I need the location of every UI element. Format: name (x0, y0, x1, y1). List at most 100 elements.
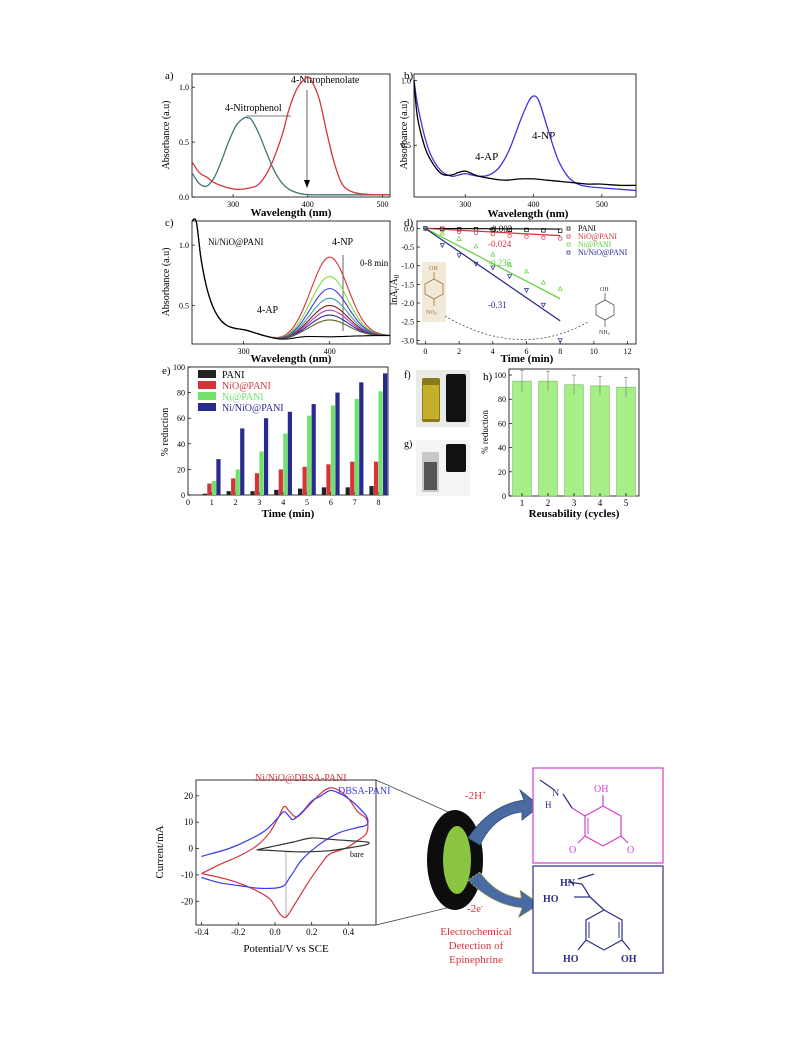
panel-h-ytick-label: 100 (494, 371, 506, 380)
panel-h-ytick-label: 20 (498, 468, 506, 477)
panel-d-point (456, 229, 462, 234)
panel-d-point (541, 235, 546, 240)
panel-e-bar (307, 415, 312, 495)
panel-d-legend-label: PANI (578, 224, 596, 233)
panel-d-point (558, 236, 563, 241)
panel-e-bar (235, 469, 240, 495)
panel-e-bar (345, 487, 350, 495)
panel-e-legend-label: NiO@PANI (222, 381, 271, 392)
svg-text:NH2: NH2 (599, 330, 610, 336)
panel-e-legend-label: Ni/NiO@PANI (222, 403, 284, 414)
panel-d-point (440, 228, 445, 233)
panel-h-xtick-label: 5 (624, 498, 629, 508)
panel-a-label: a) (165, 70, 174, 82)
panel-g-label: g) (404, 439, 412, 450)
panel-e-bar (330, 405, 336, 495)
cv-ytick-label: 0 (189, 844, 194, 854)
svg-text:OH: OH (429, 266, 438, 272)
panel-b-xtick-label: 300 (459, 200, 471, 209)
panel-d-label: d) (404, 217, 414, 229)
panel-d-point (439, 230, 445, 236)
panel-h-ylabel: % reduction (480, 410, 490, 454)
panel-e-bar (216, 459, 221, 495)
panel-c-xlabel: Wavelength (nm) (251, 353, 332, 365)
panel-e-bar (321, 487, 327, 495)
panel-d-ytick-label: -0.5 (401, 243, 414, 252)
panel-b-ytick-label: 1.0 (401, 76, 411, 85)
panel-c-label: c) (165, 217, 174, 229)
panel-f-label: f) (404, 370, 411, 381)
panel-e-xtick-label: 5 (305, 498, 309, 507)
panel-e-ytick-label: 60 (177, 414, 185, 423)
panel-d-fit-3 (425, 227, 561, 322)
panel-e-xtick-label: 4 (281, 498, 285, 507)
panel-d-slope-label: -0.024 (488, 239, 512, 249)
panel-a-series-1 (191, 76, 391, 196)
panel-d-ytick-label: -1.0 (401, 262, 414, 271)
panel-e-bar (383, 373, 388, 495)
photo-f (416, 370, 470, 427)
svg-text:HN: HN (560, 878, 576, 889)
panel-e-ytick-label: 100 (173, 363, 185, 372)
panel-h-xtick-label: 3 (572, 498, 577, 508)
panel-e-ytick-label: 20 (177, 465, 185, 474)
panel-d-point (490, 251, 496, 257)
annotation-arrowhead-a (304, 180, 310, 188)
cv-ytick-label: -20 (181, 896, 193, 906)
caption-line-2: Detection of (449, 940, 504, 952)
panel-d-point (490, 265, 496, 271)
zoom-line-top (375, 779, 456, 816)
panel-d-xtick-label: 10 (590, 347, 598, 356)
panel-h-xlabel: Reusability (cycles) (529, 508, 620, 520)
cv-ytick-label: 20 (184, 791, 194, 801)
panel-e-bar (254, 473, 260, 495)
panel-d-xtick-label: 4 (491, 347, 495, 356)
annotation-4-ap-b: 4-AP (475, 151, 498, 163)
panel-d-point (507, 227, 512, 233)
panel-e-legend-swatch (198, 392, 216, 400)
panel-e-bar (298, 488, 303, 495)
annotation-4-ap-c: 4-AP (257, 305, 279, 316)
cv-panel-frame (195, 779, 377, 926)
panel-d-point (439, 243, 445, 249)
panel-d-ytick-label: -2.0 (401, 299, 414, 308)
panel-e-bar (326, 464, 331, 495)
svg-text:O: O (569, 845, 576, 856)
electrode-illustration (427, 810, 483, 910)
panel-d-point (558, 228, 563, 233)
panel-e-bar (231, 478, 236, 495)
reaction-dotted-arrow (444, 315, 589, 340)
panel-e-xtick-label: 1 (210, 498, 214, 507)
label-minus-2h: -2H+ (465, 789, 486, 802)
panel-d-legend-marker (566, 250, 571, 255)
panel-b-series-1 (413, 80, 637, 187)
panel-e-bar (207, 483, 212, 495)
label-minus-2e: -2e- (467, 902, 484, 915)
epinephrine-structure: HN HO HO OH (532, 865, 664, 974)
panel-e-ylabel: % reduction (160, 408, 171, 457)
panel-h-ytick-label: 0 (502, 492, 506, 501)
panel-d-legend-marker (566, 242, 571, 247)
cv-series-0 (201, 787, 369, 919)
panel-d-point (490, 227, 495, 232)
panel-e-bar (302, 466, 307, 495)
panel-d-point (557, 285, 563, 291)
panel-d-point (523, 288, 530, 293)
panel-e-xtick-label: 7 (353, 498, 357, 507)
panel-e-bar (274, 489, 279, 495)
zoom-line-bottom (375, 905, 456, 926)
panel-b-xlabel: Wavelength (nm) (488, 208, 569, 220)
panel-e-bar (278, 469, 283, 495)
panel-e-xtick-label: 2 (234, 498, 238, 507)
panel-d-point (540, 302, 546, 308)
panel-e-ytick-label: 80 (177, 389, 185, 398)
annotation-sample-c: Ni/NiO@PANI (208, 237, 263, 247)
panel-d-point (473, 261, 479, 267)
panel-c-ytick-label: 0.5 (179, 301, 189, 310)
panel-e-bar (226, 491, 231, 495)
svg-text:HO: HO (543, 894, 559, 905)
panel-h-ytick-label: 60 (498, 419, 506, 428)
chart-h: 0 20 40 60 80 100 1 2 3 4 5 (494, 369, 636, 508)
